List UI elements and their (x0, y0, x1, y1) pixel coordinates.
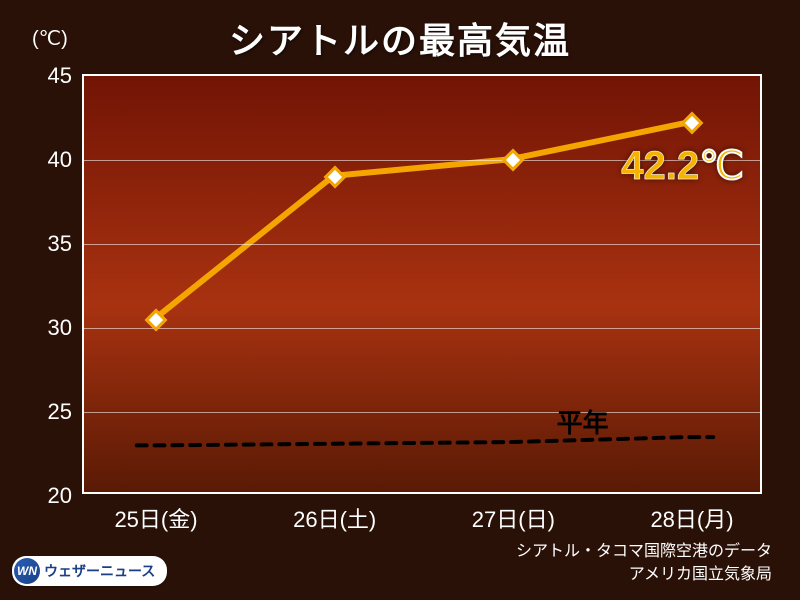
source-line-2: アメリカ国立気象局 (516, 564, 772, 586)
brand-badge: WN ウェザーニュース (12, 556, 167, 586)
gridline (84, 328, 760, 329)
x-tick-label: 26日(土) (293, 502, 376, 534)
y-tick-label: 30 (48, 315, 72, 341)
average-label: 平年 (557, 403, 609, 440)
y-tick-label: 40 (48, 147, 72, 173)
x-tick-label: 28日(月) (650, 502, 733, 534)
plot-area: 20253035404525日(金)26日(土)27日(日)28日(月)42.2… (82, 74, 762, 494)
y-tick-label: 35 (48, 231, 72, 257)
gridline (84, 244, 760, 245)
x-tick-label: 27日(日) (472, 502, 555, 534)
chart-title: シアトルの最高気温 (0, 12, 800, 64)
gridline (84, 412, 760, 413)
y-tick-label: 20 (48, 483, 72, 509)
y-axis-unit: (℃) (32, 26, 68, 51)
chart-container: シアトルの最高気温 (℃) 20253035404525日(金)26日(土)27… (0, 0, 800, 600)
source-line-1: シアトル・タコマ国際空港のデータ (516, 541, 772, 563)
value-callout: 42.2℃ (621, 143, 744, 189)
line-svg (84, 76, 760, 492)
y-tick-label: 45 (48, 63, 72, 89)
brand-icon: WN (14, 558, 40, 584)
y-tick-label: 25 (48, 399, 72, 425)
brand-label: ウェザーニュース (44, 561, 155, 581)
x-tick-label: 25日(金) (114, 502, 197, 534)
data-source: シアトル・タコマ国際空港のデータ アメリカ国立気象局 (516, 541, 772, 586)
